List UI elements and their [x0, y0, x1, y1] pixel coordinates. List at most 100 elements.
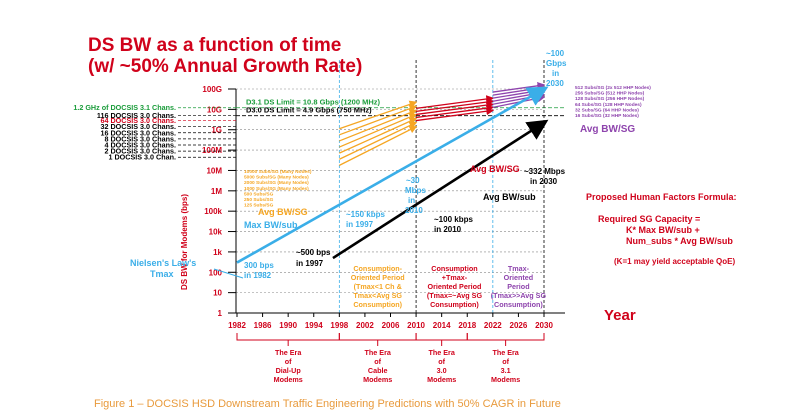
orange-legend-item-6: 125 Subs/SG — [244, 203, 274, 209]
docsis-label-5: 8 DOCSIS 3.0 Chans. — [105, 134, 177, 143]
period-2-line-3: (Tmax>>Avg SG — [491, 291, 547, 300]
purple-subs-legend: 512 Subs/SG (2x 512 HHP Nodes)256 Subs/S… — [575, 85, 651, 119]
purple-legend-item-5: 16 Subs/SG (32 HHP Nodes) — [575, 113, 639, 119]
x-tick-label-11: 2026 — [510, 321, 528, 330]
y-tick-label-8: 100M — [202, 146, 222, 155]
mbps30-label-2: Mbps — [405, 186, 426, 195]
x-tick-label-6: 2006 — [382, 321, 400, 330]
era-0-line-3: Modems — [274, 375, 303, 384]
era-2-line-2: 3.0 — [437, 366, 447, 375]
era-2-line-0: The Era — [428, 348, 455, 357]
limit-label-0: D3.1 DS Limit = 10.8 Gbps (1200 MHz) — [246, 98, 381, 107]
x-tick-label-5: 2002 — [356, 321, 374, 330]
orange-fan-line-3 — [339, 113, 418, 148]
era-bracket-0 — [236, 333, 340, 341]
docsis-label-4: 16 DOCSIS 3.0 Chans. — [101, 128, 177, 137]
formula-title: Proposed Human Factors Formula: — [586, 192, 737, 202]
period-2-line-4: Consumption) — [494, 300, 543, 309]
chart-title-line2: (w/ ~50% Annual Growth Rate) — [88, 56, 362, 77]
docsis-label-6: 4 DOCSIS 3.0 Chans. — [105, 141, 177, 150]
period-0-line-0: Consumption- — [353, 264, 402, 273]
x-tick-label-12: 2030 — [535, 321, 553, 330]
x-tick-label-1: 1986 — [254, 321, 272, 330]
era-bracket-1 — [338, 333, 417, 341]
mbps332-label-2: in 2030 — [530, 177, 558, 186]
era-3-line-0: The Era — [492, 348, 519, 357]
era-3-line-1: of — [502, 357, 509, 366]
period-1-line-2: Oriented Period — [427, 282, 481, 291]
docsis-channel-labels: 1.2 GHz of DOCSIS 3.1 Chans.116 DOCSIS 3… — [73, 103, 236, 162]
orange-fan-line-6 — [339, 100, 418, 130]
y-tick-label-3: 1k — [213, 248, 222, 257]
docsis-label-0: 1.2 GHz of DOCSIS 3.1 Chans. — [73, 103, 176, 112]
formula-note: (K=1 may yield acceptable QoE) — [614, 257, 735, 266]
formula-line3: Num_subs * Avg BW/sub — [626, 236, 733, 246]
purple-legend-item-3: 64 Subs/SG (128 HHP Nodes) — [575, 102, 642, 108]
x-tick-label-10: 2022 — [484, 321, 502, 330]
x-tick-labels: 1982 1986 1990 1994 1998 2002 2006 2010 2014 2018… — [228, 321, 553, 330]
mbps30-label-1: ~30 — [406, 176, 420, 185]
era-0-line-1: of — [285, 357, 292, 366]
y-tick-label-4: 10k — [209, 228, 223, 237]
orange-legend-item-0: 10000 Subs/SG (Many Nodes) — [244, 169, 312, 175]
x-tick-label-9: 2018 — [458, 321, 476, 330]
era-bracket-3 — [466, 333, 545, 341]
period-0-line-1: Oriented Period — [351, 273, 405, 282]
mbps30-label-3: in — [408, 196, 415, 205]
period-0-line-3: Tmax<Avg SG — [353, 291, 402, 300]
orange-fan-line-2 — [339, 117, 418, 154]
nielsen-pointer — [213, 268, 244, 279]
limit-label-1: D3.0 DS Limit = 4.9 Gbps (750 MHz) — [246, 106, 372, 115]
bps500-label-1: ~500 bps — [296, 248, 331, 257]
y-tick-label-1: 10 — [213, 289, 222, 298]
red-fan-line-4 — [415, 95, 495, 109]
mbps30-label-4: 2010 — [405, 206, 423, 215]
y-axis-label: DS BW for Modems (bps) — [180, 194, 189, 290]
y-tick-label-6: 1M — [211, 187, 222, 196]
era-2-line-3: Modems — [427, 375, 456, 384]
docsis-label-8: 1 DOCSIS 3.0 Chan. — [108, 153, 176, 162]
formula-line1: Required SG Capacity = — [598, 214, 700, 224]
chart-title-line1: DS BW as a function of time — [88, 35, 341, 56]
y-tick-label-5: 100k — [204, 207, 222, 216]
period-0-line-4: Consumption) — [353, 300, 402, 309]
series-lines — [236, 86, 549, 264]
series-line-0 — [236, 86, 549, 264]
orange-subs-legend: 10000 Subs/SG (Many Nodes)5000 Subs/SG (… — [244, 169, 312, 209]
period-1-line-3: (Tmax=~Avg SG — [427, 291, 483, 300]
orange-legend-item-5: 250 Subs/SG — [244, 197, 274, 203]
period-2-line-1: Oriented — [504, 273, 534, 282]
mbps332-label-1: ~332 Mbps — [524, 167, 566, 176]
y-tick-label-11: 100G — [202, 85, 222, 94]
avg-bw-sg-purple-label: Avg BW/SG — [580, 124, 635, 135]
purple-legend-item-1: 256 Subs/SG (512 HHP Nodes) — [575, 91, 645, 97]
orange-legend-item-2: 2000 Subs/SG (Many Nodes) — [244, 180, 309, 186]
nielsen-label-2: Tmax — [150, 269, 174, 279]
era-3-line-3: Modems — [491, 375, 520, 384]
y-tick-label-2: 100 — [209, 268, 223, 277]
y-tick-label-9: 1G — [211, 126, 222, 135]
purple-legend-item-0: 512 Subs/SG (2x 512 HHP Nodes) — [575, 85, 651, 91]
era-1-line-3: Modems — [363, 375, 392, 384]
era-bracket-2 — [415, 333, 468, 341]
era-1-line-1: of — [374, 357, 381, 366]
period-0-line-2: (Tmax<1 Ch & — [354, 282, 402, 291]
formula-line2: K* Max BW/sub + — [626, 225, 700, 235]
x-tick-label-3: 1994 — [305, 321, 323, 330]
y-tick-labels: 1 10 100 1k 10k 100k 1M 10M 100M 1G 10G 100G — [202, 85, 223, 318]
gbps100-label-3: in — [552, 69, 559, 78]
era-3-line-2: 3.1 — [501, 366, 511, 375]
avg-bw-sg-orange-label: Avg BW/SG — [258, 207, 308, 217]
gbps100-label-2: Gbps — [546, 59, 567, 68]
red-fan-line-1 — [415, 104, 495, 119]
orange-fan-line-1 — [339, 121, 418, 160]
y-tick-label-10: 10G — [207, 105, 222, 114]
period-labels: Consumption-Oriented Period(Tmax<1 Ch &T… — [351, 264, 547, 309]
avg-bw-sub-mid-label: Avg BW/sub — [483, 192, 536, 202]
kbps100-label-2: in 2010 — [434, 225, 462, 234]
docsis-label-7: 2 DOCSIS 3.0 Chans. — [105, 147, 177, 156]
kbps150-label-1: ~150 kbps — [346, 210, 385, 219]
